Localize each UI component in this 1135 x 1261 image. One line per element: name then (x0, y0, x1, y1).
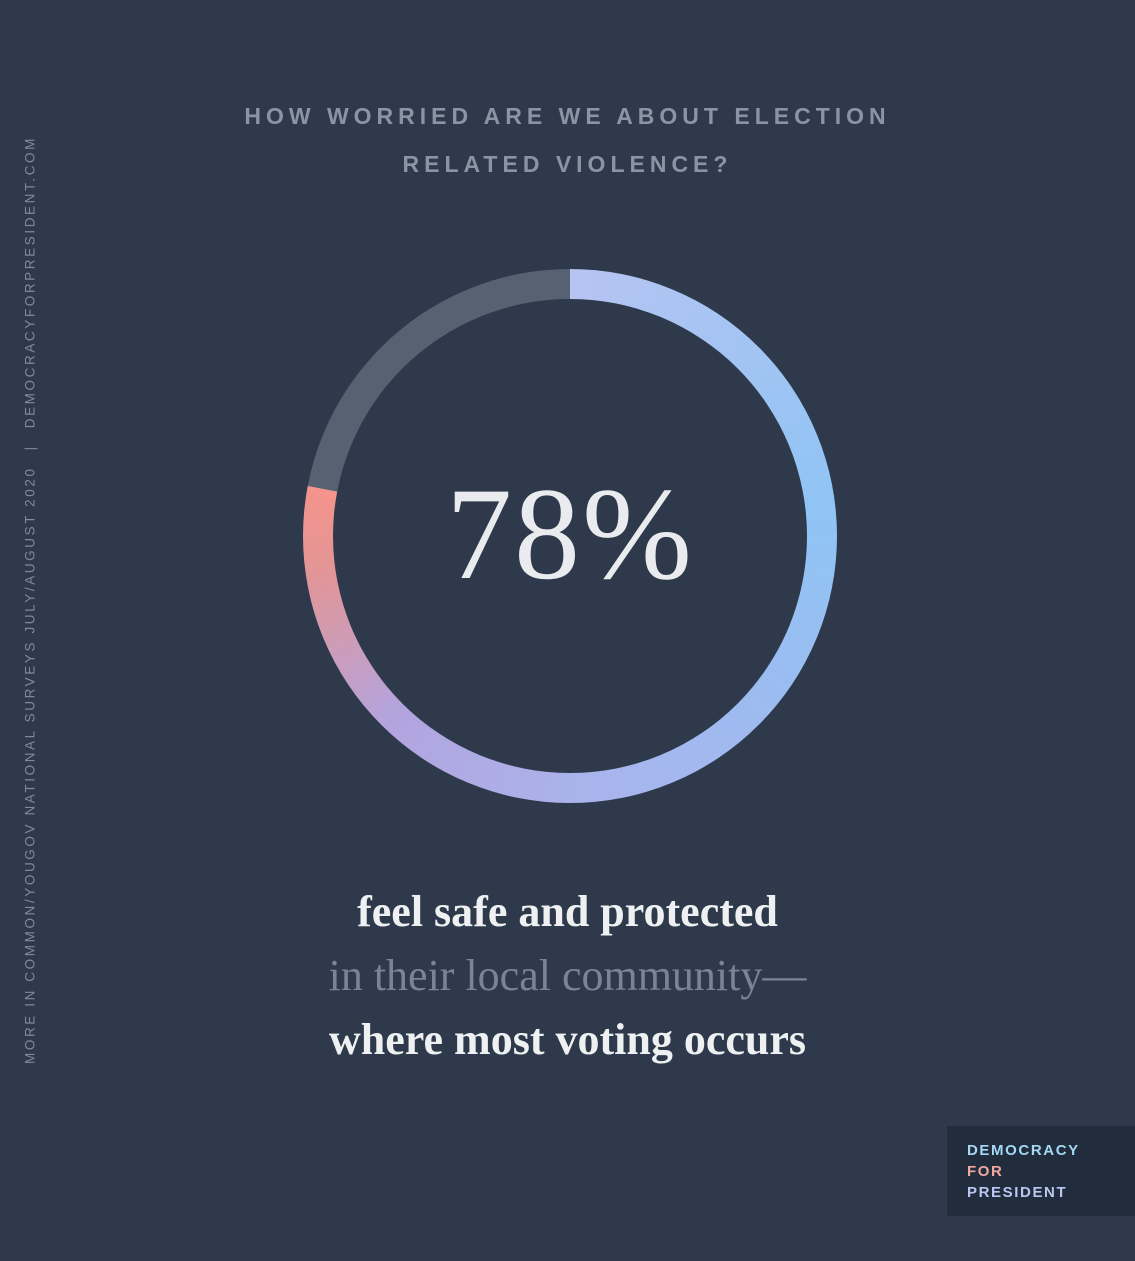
logo-line-president: PRESIDENT (967, 1183, 1068, 1201)
donut-hole: 78% (333, 299, 807, 773)
sidebar-credit-surveys: MORE IN COMMON/YOUGOV NATIONAL SURVEYS J… (22, 466, 38, 1064)
page-title-line2: RELATED VIOLENCE? (402, 151, 733, 178)
caption-line3: where most voting occurs (329, 1015, 806, 1065)
sidebar-credit-separator: | (22, 444, 38, 451)
caption: feel safe and protected in their local c… (118, 880, 1018, 1073)
caption-line1: feel safe and protected (357, 887, 778, 936)
logo-line-democracy: DEMOCRACY (967, 1141, 1080, 1159)
donut-chart: 78% (303, 269, 837, 803)
sidebar-credit-site: DEMOCRACYFORPRESIDENT.COM (22, 136, 38, 429)
sidebar-credit: MORE IN COMMON/YOUGOV NATIONAL SURVEYS J… (23, 136, 38, 1064)
caption-line2: in their local community— (328, 951, 807, 1001)
donut-center-label: 78% (446, 459, 694, 607)
page-title: HOW WORRIED ARE WE ABOUT ELECTION RELATE… (158, 92, 978, 189)
page-title-line1: HOW WORRIED ARE WE ABOUT ELECTION (244, 103, 891, 129)
logo-box: DEMOCRACY FOR PRESIDENT (947, 1126, 1135, 1216)
logo-line-for: FOR (967, 1162, 1004, 1180)
